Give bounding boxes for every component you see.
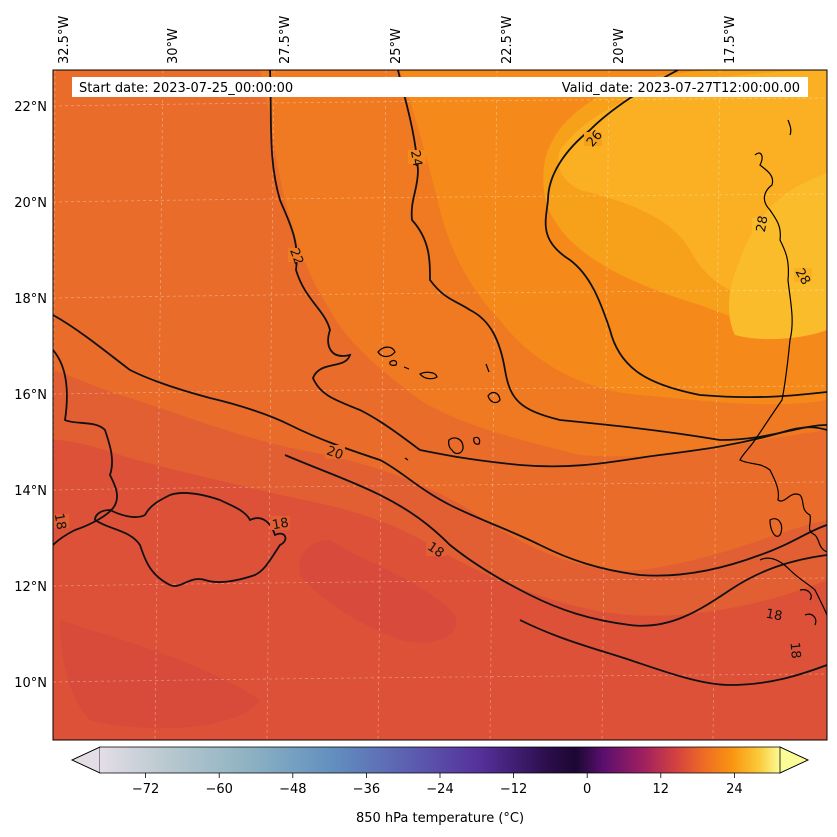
colorbar-label: 850 hPa temperature (°C)	[356, 811, 524, 826]
coastline-west-africa	[739, 119, 827, 626]
contour-label-28-a: 28	[754, 215, 772, 234]
lat-label-10n: 10°N	[14, 676, 47, 691]
contour-label-28-b: 28	[792, 266, 813, 288]
lon-label-25w: 25°W	[389, 28, 404, 64]
date-banner: Start date: 2023-07-25_00:00:00 Valid_da…	[72, 77, 808, 97]
lat-label-16n: 16°N	[14, 388, 47, 403]
isotherm-24	[397, 70, 827, 441]
colorbar-tick-label: −24	[426, 782, 453, 797]
colorbar-tick-label: −60	[205, 782, 232, 797]
contour-label-18-b: 18	[271, 516, 290, 534]
lon-label-20w: 20°W	[612, 28, 627, 64]
isotherm-18-north	[53, 349, 118, 546]
start-date-label: Start date: 2023-07-25_00:00:00	[79, 81, 293, 96]
colorbar-outline	[71, 746, 809, 774]
lon-label-30w: 30°W	[166, 28, 181, 64]
lon-label-27-5w: 27.5°W	[278, 16, 293, 64]
colorbar-extend-high	[779, 746, 809, 774]
map-frame	[52, 69, 828, 741]
lon-label-32-5w: 32.5°W	[57, 16, 72, 64]
lat-label-12n: 12°N	[14, 580, 47, 595]
contour-label-24: 24	[407, 149, 425, 168]
coastline-cape-verde	[377, 346, 501, 461]
colorbar-gradient	[100, 747, 780, 773]
colorbar: −72 −60 −48 −36 −24 −12 0 12 24 850 hPa temperat…	[71, 746, 809, 826]
latitude-labels: 22°N 20°N 18°N 16°N 14°N 12°N 10°N	[14, 100, 47, 691]
isotherm-contours	[53, 70, 827, 686]
lon-label-17-5w: 17.5°W	[723, 16, 738, 64]
colorbar-tick-label: 0	[583, 782, 591, 797]
lat-label-22n: 22°N	[14, 100, 47, 115]
isotherm-18-far-south	[519, 619, 827, 686]
lat-label-14n: 14°N	[14, 484, 47, 499]
colorbar-extend-low	[71, 746, 101, 774]
temperature-patch-cool-2	[60, 620, 260, 729]
temperature-patch-cool	[299, 540, 457, 643]
colorbar-tick-label: −36	[353, 782, 380, 797]
lat-label-18n: 18°N	[14, 292, 47, 307]
valid-date-label: Valid_date: 2023-07-27T12:00:00.00	[562, 81, 800, 96]
isotherm-22	[269, 70, 827, 468]
colorbar-tick-label: 24	[726, 782, 743, 797]
contour-label-20: 20	[324, 444, 345, 464]
contour-label-18-a: 18	[51, 512, 69, 531]
contour-label-18-d: 18	[765, 607, 784, 625]
isotherm-20	[53, 314, 827, 577]
lat-label-20n: 20°N	[14, 196, 47, 211]
colorbar-tick-label: −12	[500, 782, 527, 797]
contour-label-group: 26 24 22 28 28 20 18 18 18 18 18	[51, 128, 813, 659]
isotherm-18-south	[284, 454, 827, 627]
lon-label-22-5w: 22.5°W	[500, 16, 515, 64]
colorbar-tick-label: −72	[132, 782, 159, 797]
graticule	[53, 70, 827, 740]
isotherm-18-main	[94, 492, 287, 587]
colorbar-ticks: −72 −60 −48 −36 −24 −12 0 12 24	[132, 773, 743, 797]
temperature-band-28-plus	[728, 172, 827, 340]
colorbar-tick-label: −48	[279, 782, 306, 797]
isotherm-26	[544, 70, 827, 399]
longitude-labels: 32.5°W 30°W 27.5°W 25°W 22.5°W 20°W 17.5…	[57, 16, 738, 64]
map-panel: 26 24 22 28 28 20 18 18 18 18 18	[51, 70, 827, 740]
colorbar-tick-label: 12	[653, 782, 670, 797]
contour-label-18-e: 18	[787, 641, 803, 659]
contour-label-22: 22	[286, 246, 306, 267]
